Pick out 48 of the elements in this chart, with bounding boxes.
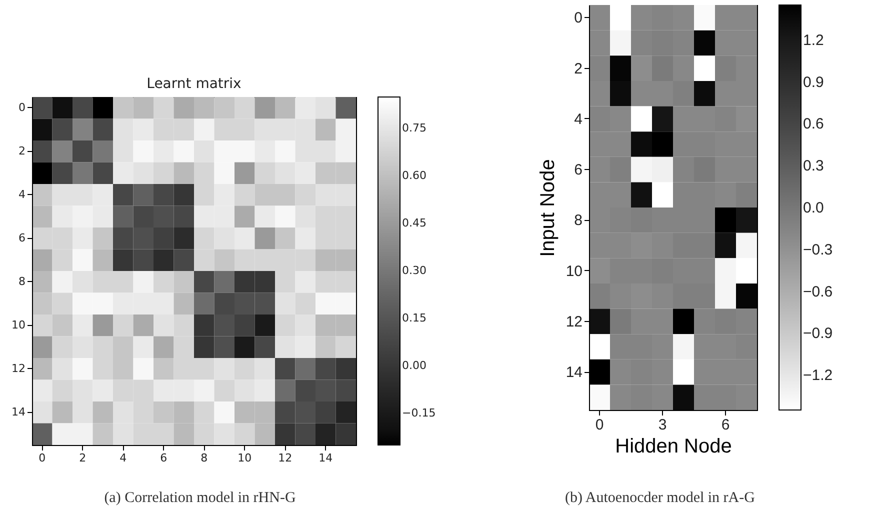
x-tick-label: 2 <box>79 452 86 464</box>
text: (a) Correlation model in rHN-G <box>103 490 297 507</box>
color-bar-label: 1.2 <box>803 32 824 49</box>
y-tick-label: 12 <box>12 362 26 375</box>
y-tick-label: 10 <box>566 262 582 280</box>
x-tick-label: 10 <box>238 452 252 464</box>
color-bar-label: 0.30 <box>402 264 426 277</box>
x-tick-label: 3 <box>658 416 667 434</box>
color-bar-label: 0.75 <box>402 122 426 135</box>
y-tick-label: 6 <box>18 231 26 244</box>
y-tick-label: 0 <box>574 10 582 27</box>
text: (b) Autoenocder model in rA-G <box>564 490 756 507</box>
color-bar-label: −0.9 <box>803 325 833 342</box>
y-tick-label: 10 <box>12 318 26 332</box>
y-tick-label: 12 <box>566 313 582 330</box>
x-tick-label: 4 <box>120 452 127 464</box>
color-bar-label: 0.00 <box>402 358 426 372</box>
color-bar-label: 0.9 <box>803 74 824 91</box>
y-tick-label: 2 <box>574 60 582 78</box>
y-axis-title: Input Node <box>536 159 559 257</box>
x-tick-label: 0 <box>595 416 604 434</box>
color-bar-label: 0.45 <box>402 216 426 230</box>
y-tick-label: 4 <box>18 188 26 201</box>
x-tick-label: 14 <box>318 452 333 464</box>
color-bar-label: 0.3 <box>803 158 824 175</box>
color-bar-label: 0.6 <box>803 116 824 133</box>
color-bar-label: 0.15 <box>402 311 426 324</box>
color-bar-label: −1.2 <box>803 367 833 384</box>
x-tick-label: 6 <box>160 452 168 464</box>
y-tick-label: 0 <box>18 100 26 114</box>
y-tick-label: 2 <box>18 144 26 158</box>
chart-title: Learnt matrix <box>146 76 242 92</box>
y-tick-label: 14 <box>12 405 26 418</box>
y-tick-label: 8 <box>18 274 26 288</box>
color-bar-label: 0.0 <box>803 200 824 216</box>
y-tick-label: 4 <box>574 110 582 128</box>
y-tick-label: 8 <box>574 212 582 230</box>
y-tick-label: 6 <box>574 162 582 179</box>
x-tick-label: 8 <box>200 452 208 464</box>
color-bar-label: −0.3 <box>803 241 833 258</box>
x-tick-label: 0 <box>38 452 46 464</box>
x-tick-label: 12 <box>278 452 292 464</box>
y-tick-label: 14 <box>566 364 582 382</box>
color-bar-label: −0.15 <box>402 406 436 420</box>
x-axis-title: Hidden Node <box>615 436 732 458</box>
color-bar-label: −0.6 <box>803 283 833 300</box>
x-tick-label: 6 <box>721 416 730 434</box>
color-bar-label: 0.60 <box>402 169 426 182</box>
